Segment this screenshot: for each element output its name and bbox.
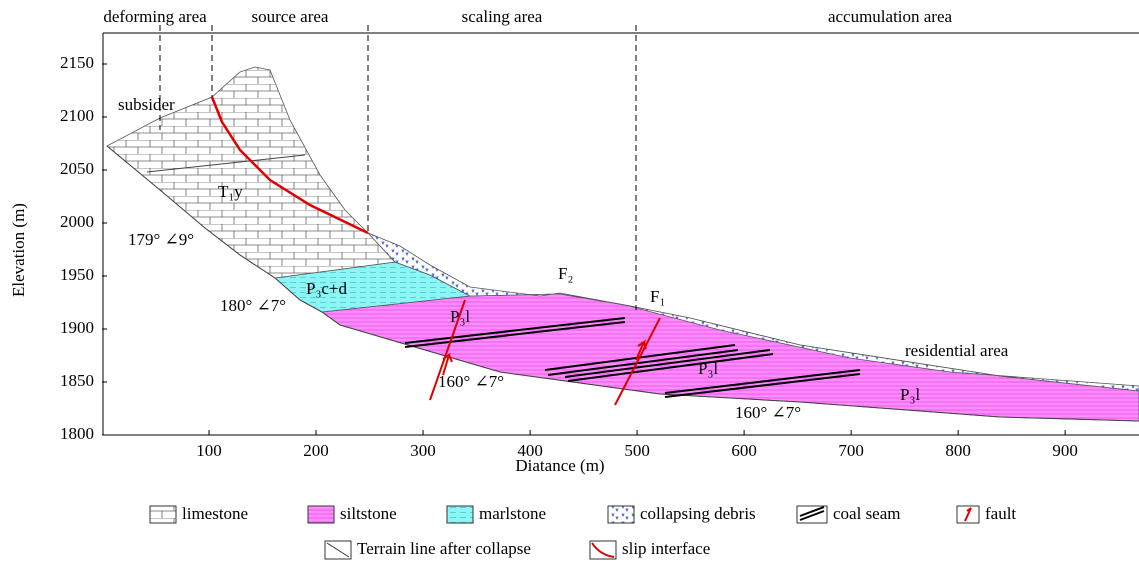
- zone-label: source area: [252, 7, 329, 26]
- debris-layer: [367, 232, 1139, 392]
- legend-label: fault: [985, 504, 1016, 523]
- y-tick-label: 1900: [60, 318, 94, 337]
- zone-bar: [103, 25, 1139, 310]
- legend-label: coal seam: [833, 504, 901, 523]
- label: P₃l: [698, 359, 718, 378]
- x-tick-label: 900: [1052, 441, 1078, 460]
- y-tick-label: 2000: [60, 212, 94, 231]
- y-tick-label: 1850: [60, 371, 94, 390]
- label: F₂: [558, 264, 573, 283]
- coal-seams: [404, 317, 861, 398]
- legend-label: limestone: [182, 504, 248, 523]
- zone-label: accumulation area: [828, 7, 953, 26]
- label: subsider: [118, 95, 175, 114]
- x-tick-label: 400: [517, 441, 543, 460]
- x-tick-label: 700: [838, 441, 864, 460]
- y-tick-label: 2150: [60, 53, 94, 72]
- y-tick-label: 2100: [60, 106, 94, 125]
- x-tick-label: 300: [410, 441, 436, 460]
- legend-label: slip interface: [622, 539, 710, 558]
- slip-interface: [210, 96, 369, 235]
- x-tick-label: 800: [945, 441, 971, 460]
- bedding-line: [146, 154, 306, 173]
- zone-label: deforming area: [103, 7, 207, 26]
- label: F₁: [650, 287, 665, 306]
- legend-label: Terrain line after collapse: [357, 539, 531, 558]
- terrain-line: [106, 145, 1139, 422]
- legend-label: siltstone: [340, 504, 397, 523]
- faults: [429, 299, 661, 406]
- geology: [106, 66, 1139, 422]
- label: T₁y: [218, 182, 243, 201]
- label: P₃l: [900, 385, 920, 404]
- attitude-label: 179° ∠9°: [128, 230, 194, 249]
- attitude-label: 160° ∠7°: [438, 372, 504, 391]
- x-tick-label: 200: [303, 441, 329, 460]
- legend-label: collapsing debris: [640, 504, 756, 523]
- x-tick-label: 100: [196, 441, 222, 460]
- attitude-label: 160° ∠7°: [735, 403, 801, 422]
- x-axis-label: Diatance (m): [515, 456, 604, 475]
- legend: [149, 505, 980, 560]
- y-tick-label: 1800: [60, 424, 94, 443]
- label: P₃l: [450, 307, 470, 326]
- axes: [102, 33, 1139, 436]
- y-tick-label: 1950: [60, 265, 94, 284]
- zone-label: scaling area: [462, 7, 543, 26]
- label: P₃c+d: [306, 279, 348, 298]
- x-tick-label: 500: [624, 441, 650, 460]
- legend-label: marlstone: [479, 504, 546, 523]
- x-tick-label: 600: [731, 441, 757, 460]
- label: residential area: [905, 341, 1009, 360]
- attitude-label: 180° ∠7°: [220, 296, 286, 315]
- y-tick-label: 2050: [60, 159, 94, 178]
- y-axis-label: Elevation (m): [9, 203, 28, 297]
